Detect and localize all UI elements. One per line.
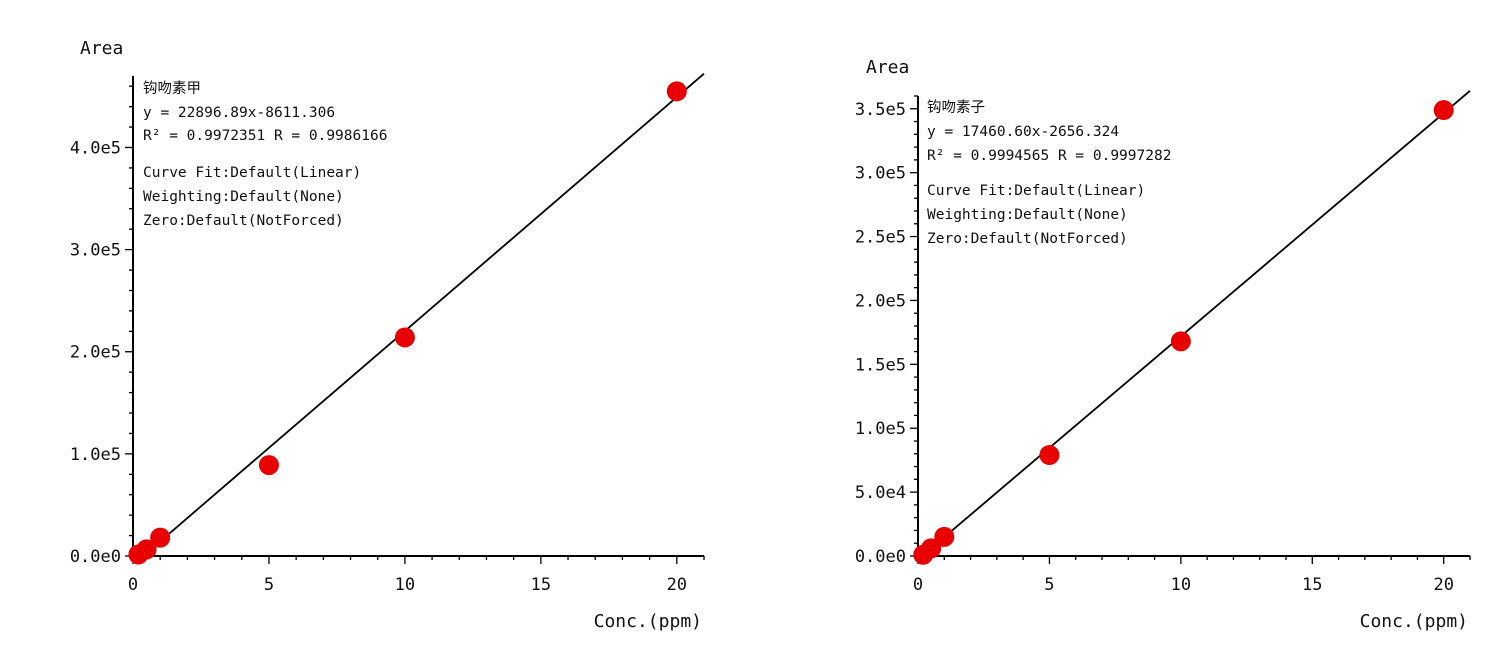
y-tick-label: 2.0e5 [70,343,121,363]
zero-label: Zero:Default(NotForced) [143,213,344,229]
x-tick-label: 10 [395,575,415,595]
x-tick-label: 20 [1433,575,1453,595]
x-tick-label: 0 [128,575,138,595]
x-tick-label: 10 [1171,575,1191,595]
x-tick-label: 20 [667,575,687,595]
fit-equation: y = 17460.60x-2656.324 [927,124,1119,140]
x-axis-title: Conc.(ppm) [594,611,702,632]
calibration-chart-1: Area Conc.(ppm) 钩吻素甲 y = 22896.89x-8611.… [70,38,705,632]
y-tick-label: 2.5e5 [855,228,906,248]
data-point [136,539,157,560]
y-tick-label: 2.0e5 [855,291,906,311]
y-tick-label: 1.0e5 [855,419,906,439]
fit-equation: y = 22896.89x-8611.306 [143,105,335,121]
data-point [1170,331,1191,352]
calibration-chart-2: Area Conc.(ppm) 钩吻素子 y = 17460.60x-2656.… [855,57,1471,632]
curve-fit-label: Curve Fit:Default(Linear) [143,165,361,181]
data-point [1039,445,1060,466]
compound-name: 钩吻素子 [927,99,985,116]
x-tick-label: 15 [531,575,551,595]
y-tick-label: 0.0e0 [855,547,906,567]
y-tick-label: 5.0e4 [855,483,906,503]
data-point [921,538,942,559]
weighting-label: Weighting:Default(None) [927,207,1128,223]
y-tick-label: 3.0e5 [855,164,906,184]
y-tick-label: 1.5e5 [855,355,906,375]
y-axis-title: Area [866,57,909,78]
y-tick-label: 4.0e5 [70,138,121,158]
regression-line [921,90,1471,557]
r-statistics: R² = 0.9972351 R = 0.9986166 [143,128,387,144]
regression-line [142,73,705,557]
data-point [150,527,171,548]
x-tick-label: 5 [264,575,274,595]
y-tick-label: 3.0e5 [70,241,121,261]
y-tick-label: 1.0e5 [70,445,121,465]
x-axis-title: Conc.(ppm) [1360,611,1468,632]
curve-fit-label: Curve Fit:Default(Linear) [927,183,1145,199]
compound-name: 钩吻素甲 [143,80,201,97]
x-tick-label: 15 [1302,575,1322,595]
data-point [394,327,415,348]
zero-label: Zero:Default(NotForced) [927,231,1128,247]
y-axis-title: Area [80,38,123,59]
data-point [666,81,687,102]
x-tick-label: 5 [1044,575,1054,595]
data-point [258,455,279,476]
weighting-label: Weighting:Default(None) [143,189,344,205]
r-statistics: R² = 0.9994565 R = 0.9997282 [927,148,1171,164]
data-point [1433,100,1454,121]
y-tick-label: 3.5e5 [855,100,906,120]
x-tick-label: 0 [913,575,923,595]
y-tick-label: 0.0e0 [70,547,121,567]
data-point [934,526,955,547]
